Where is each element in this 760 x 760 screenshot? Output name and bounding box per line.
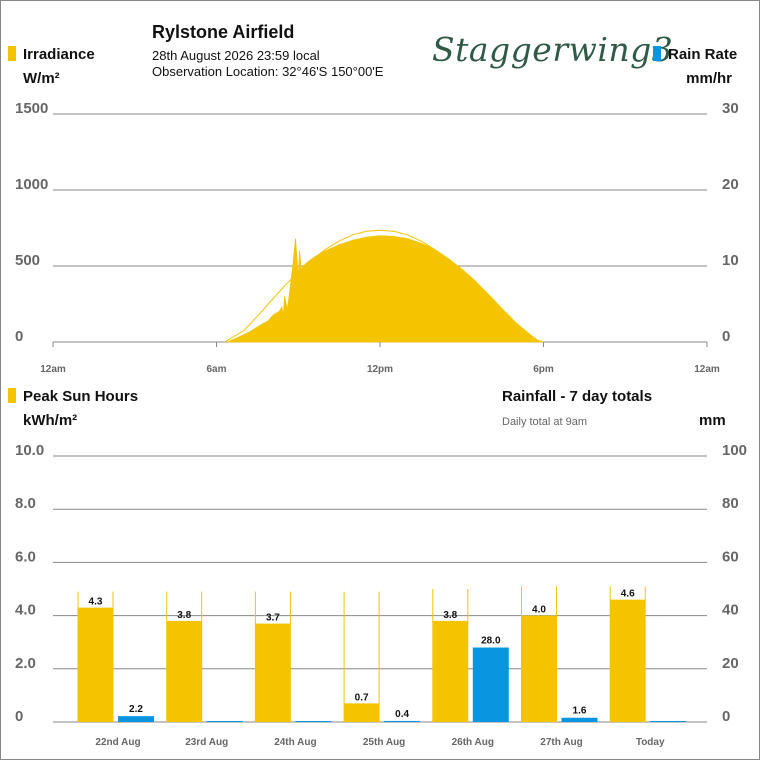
top-left-tick-label: 0 (15, 328, 23, 345)
bottom-x-tick-label: Today (636, 737, 665, 748)
bottom-x-tick-label: 25th Aug (363, 737, 405, 748)
bottom-x-tick-label: 27th Aug (540, 737, 582, 748)
top-left-tick-label: 500 (15, 252, 40, 269)
sun-hours-bar-label: 4.6 (621, 589, 635, 600)
rainfall-bar-label: 0.4 (395, 709, 409, 720)
top-x-tick-label: 12am (40, 364, 66, 375)
sun-hours-bar-label: 3.7 (266, 613, 280, 624)
top-right-tick-label: 30 (722, 100, 739, 117)
bottom-x-tick-label: 26th Aug (452, 737, 494, 748)
bottom-right-tick-label: 20 (722, 655, 739, 672)
bottom-left-tick-label: 10.0 (15, 442, 44, 459)
irradiance-legend: Irradiance (23, 46, 95, 63)
sun-hours-bar (344, 703, 380, 722)
sun-hours-unit: kWh/m² (23, 412, 78, 429)
rainfall-title: Rainfall - 7 day totals (502, 388, 653, 405)
clear-sky-bar-outline (343, 591, 380, 722)
top-x-tick-label: 6am (206, 364, 226, 375)
sun-hours-bar-label: 3.8 (443, 610, 457, 621)
top-right-tick-label: 0 (722, 328, 730, 345)
top-right-tick-label: 10 (722, 252, 739, 269)
sun-hours-bar (166, 620, 202, 722)
bottom-right-tick-label: 40 (722, 602, 739, 619)
rainfall-bar-label: 2.2 (129, 704, 143, 715)
irradiance-unit: W/m² (23, 70, 60, 87)
rain-rate-legend-swatch (653, 46, 661, 61)
sun-hours-bar (255, 623, 291, 722)
rainfall-bar (561, 717, 598, 722)
bottom-x-tick-label: 24th Aug (274, 737, 316, 748)
sun-hours-bar-label: 4.3 (89, 597, 103, 608)
location-text: Observation Location: 32°46'S 150°00'E (152, 64, 384, 79)
bottom-x-tick-label: 22nd Aug (95, 737, 140, 748)
bottom-right-tick-label: 80 (722, 495, 739, 512)
top-x-tick-label: 12am (694, 364, 720, 375)
bottom-left-tick-label: 0 (15, 708, 23, 725)
bottom-x-tick-label: 23rd Aug (185, 737, 228, 748)
datetime-text: 28th August 2026 23:59 local (152, 48, 320, 63)
top-left-tick-label: 1000 (15, 176, 48, 193)
rainfall-bar (118, 716, 154, 722)
rainfall-bar-label: 1.6 (573, 706, 587, 717)
clear-sky-line (224, 229, 544, 343)
sun-hours-legend-swatch (8, 388, 16, 403)
rain-rate-unit: mm/hr (686, 70, 732, 87)
top-right-tick-label: 20 (722, 176, 739, 193)
sun-hours-bar (521, 615, 557, 722)
bottom-left-tick-label: 4.0 (15, 602, 36, 619)
sun-hours-bar-label: 4.0 (532, 605, 546, 616)
rain-rate-legend: Rain Rate (668, 46, 738, 63)
rainfall-bar-label: 28.0 (481, 636, 501, 647)
bottom-left-tick-label: 6.0 (15, 548, 36, 565)
brand-logo: Staggerwing3 (432, 30, 674, 69)
bottom-left-tick-label: 2.0 (15, 655, 36, 672)
rainfall-unit: mm (699, 412, 726, 429)
bottom-left-tick-label: 8.0 (15, 495, 36, 512)
sun-hours-bar-label: 3.8 (177, 610, 191, 621)
top-x-tick-label: 12pm (367, 364, 393, 375)
rainfall-bar (206, 721, 243, 722)
bottom-right-tick-label: 100 (722, 442, 747, 459)
rainfall-bar (650, 721, 687, 722)
sun-hours-bar (78, 607, 113, 722)
top-left-tick-label: 1500 (15, 100, 48, 117)
rainfall-bar (472, 647, 509, 722)
station-title: Rylstone Airfield (152, 22, 295, 42)
sun-hours-bar-label: 0.7 (355, 692, 369, 703)
bottom-right-tick-label: 60 (722, 548, 739, 565)
sun-hours-bar (610, 599, 646, 722)
sun-hours-bar (432, 620, 468, 722)
rainfall-bar (295, 721, 332, 722)
rainfall-bar (384, 720, 421, 722)
sun-hours-legend: Peak Sun Hours (23, 388, 139, 405)
rainfall-subtitle: Daily total at 9am (502, 416, 587, 428)
irradiance-legend-swatch (8, 46, 16, 61)
irradiance-area (227, 235, 544, 343)
bottom-right-tick-label: 0 (722, 708, 730, 725)
top-x-tick-label: 6pm (533, 364, 554, 375)
